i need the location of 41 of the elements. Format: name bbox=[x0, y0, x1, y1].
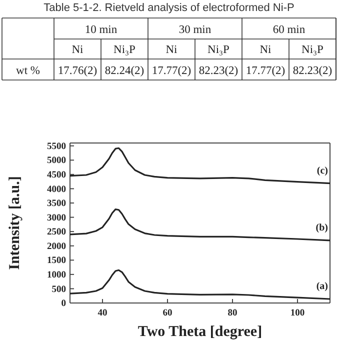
x-tick-label: 100 bbox=[290, 308, 305, 319]
text: Ni bbox=[260, 44, 272, 56]
y-axis-title: Intensity [a.u.] bbox=[7, 176, 23, 270]
series-label: (b) bbox=[316, 222, 328, 234]
text: Ni₃P bbox=[302, 44, 324, 56]
x-axis-title: Two Theta [degree] bbox=[138, 324, 262, 340]
text: 82.23(2) bbox=[292, 65, 332, 77]
text: 82.24(2) bbox=[104, 65, 144, 77]
line-series bbox=[69, 269, 331, 300]
series-label: (a) bbox=[316, 281, 328, 292]
x-tick-label: 60 bbox=[162, 308, 172, 319]
y-tick-label: 500 bbox=[52, 284, 66, 295]
y-tick-label: 2500 bbox=[47, 228, 66, 238]
y-tick-label: 1500 bbox=[47, 256, 66, 266]
text: Ni bbox=[72, 44, 84, 56]
y-tick-label: 2000 bbox=[47, 242, 66, 252]
text: Ni₃P bbox=[208, 44, 230, 56]
text: 30 min bbox=[178, 24, 212, 36]
text: 60 min bbox=[272, 24, 306, 36]
text: Ni₃P bbox=[114, 44, 136, 56]
line-series bbox=[69, 147, 331, 184]
text: wt % bbox=[16, 65, 40, 77]
y-tick-label: 0 bbox=[61, 299, 66, 310]
text: 82.23(2) bbox=[198, 65, 238, 77]
text: Table 5-1-2. Rietveld analysis of electroformed Ni-P bbox=[44, 2, 294, 14]
line-series bbox=[69, 208, 331, 242]
y-tick-label: 4000 bbox=[47, 184, 66, 195]
text: 10 min bbox=[84, 24, 118, 36]
x-tick-label: 40 bbox=[98, 308, 108, 319]
y-tick-label: 1000 bbox=[47, 270, 66, 280]
x-tick-label: 80 bbox=[228, 308, 238, 319]
y-tick-label: 4500 bbox=[47, 170, 66, 180]
y-tick-label: 5500 bbox=[47, 142, 66, 152]
text: 17.77(2) bbox=[152, 65, 192, 77]
series-label: (c) bbox=[316, 165, 328, 176]
text: Ni bbox=[166, 44, 178, 56]
y-tick-label: 3500 bbox=[47, 199, 66, 210]
text: 17.76(2) bbox=[58, 65, 98, 77]
text: 17.77(2) bbox=[246, 65, 286, 77]
y-tick-label: 5000 bbox=[47, 156, 66, 166]
y-tick-label: 3000 bbox=[47, 213, 66, 224]
